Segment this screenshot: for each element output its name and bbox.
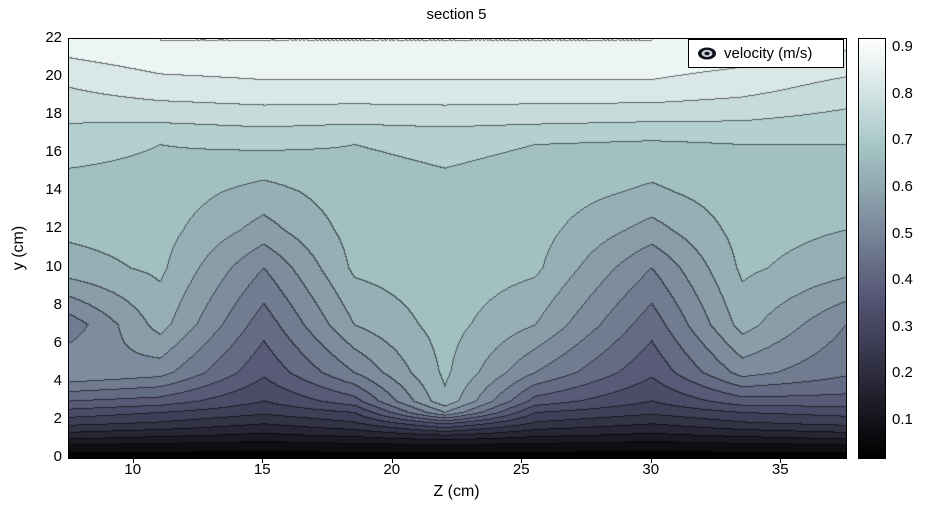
colorbar-canvas	[858, 38, 886, 459]
y-tick-label: 0	[53, 448, 62, 465]
y-tick-label: 2	[53, 409, 62, 427]
x-tick-label: 10	[124, 461, 142, 478]
x-tick-label: 15	[253, 461, 271, 478]
x-tick-label: 20	[383, 461, 401, 478]
y-tick-label: 18	[45, 105, 62, 123]
colorbar-tick-label: 0.7	[892, 131, 913, 149]
x-axis-label: Z (cm)	[433, 483, 480, 500]
contour-canvas	[68, 38, 847, 459]
x-tick-mark	[650, 458, 652, 463]
x-tick-label: 25	[512, 461, 530, 478]
colorbar-tick-label: 0.2	[892, 364, 913, 382]
x-tick-mark	[262, 458, 264, 463]
x-tick-mark	[132, 458, 134, 463]
y-tick-label: 14	[45, 181, 62, 199]
x-tick-label: 35	[771, 461, 789, 478]
colorbar-tick-label: 0.5	[892, 224, 913, 242]
y-tick-label: 8	[53, 295, 62, 313]
y-tick-label: 16	[45, 143, 62, 161]
x-tick-mark	[780, 458, 782, 463]
y-tick-label: 4	[53, 371, 62, 389]
y-tick-label: 10	[45, 257, 62, 275]
y-axis-label: y (cm)	[10, 225, 27, 271]
legend-label: velocity (m/s)	[724, 45, 813, 62]
legend-contour-icon	[698, 47, 716, 60]
y-tick-label: 22	[45, 29, 62, 46]
x-tick-label: 30	[642, 461, 660, 478]
colorbar-tick-label: 0.3	[892, 317, 913, 335]
x-tick-mark	[391, 458, 393, 463]
y-tick-label: 6	[53, 333, 62, 351]
x-tick-mark	[521, 458, 523, 463]
y-tick-label: 12	[45, 219, 62, 237]
colorbar-tick-label: 0.1	[892, 410, 913, 428]
legend: velocity (m/s)	[688, 39, 844, 68]
colorbar-tick-label: 0.9	[892, 38, 913, 56]
chart-title: section 5	[426, 6, 487, 23]
colorbar-tick-label: 0.4	[892, 271, 913, 289]
y-tick-label: 20	[45, 67, 62, 85]
colorbar-tick-label: 0.6	[892, 177, 913, 195]
colorbar-tick-label: 0.8	[892, 84, 913, 102]
